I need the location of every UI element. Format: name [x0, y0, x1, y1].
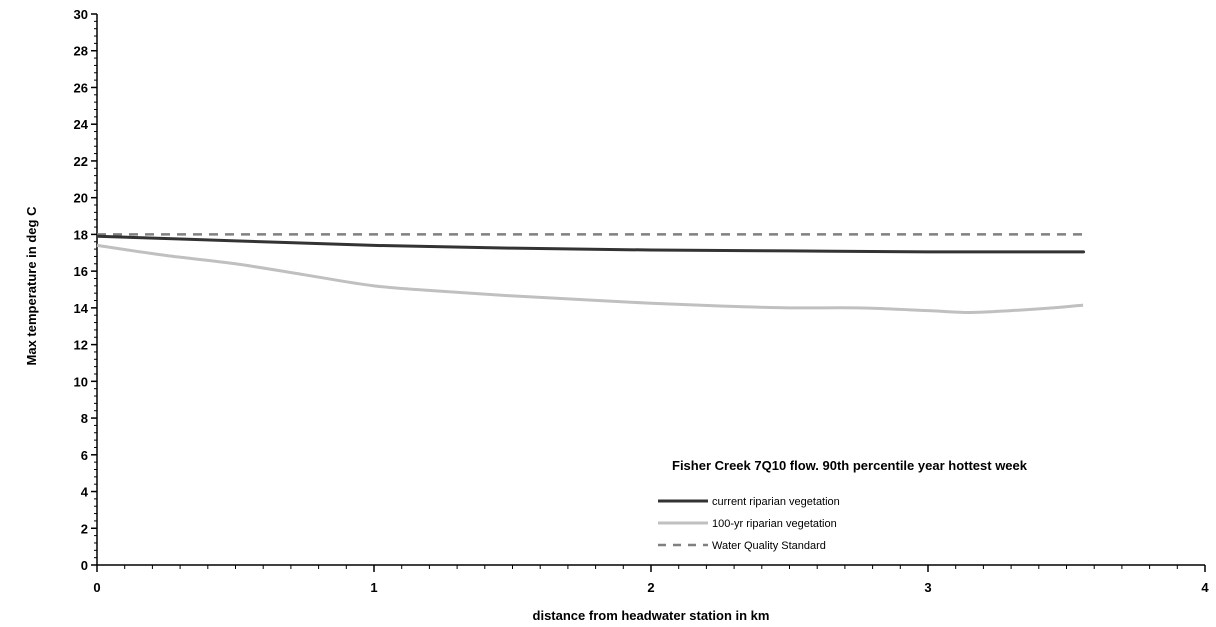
x-tick-label: 1	[370, 580, 377, 595]
y-tick-label: 10	[74, 374, 88, 389]
y-tick-label: 6	[81, 448, 88, 463]
y-tick-label: 14	[74, 301, 89, 316]
y-tick-label: 30	[74, 7, 88, 22]
x-tick-label: 0	[93, 580, 100, 595]
y-tick-label: 2	[81, 521, 88, 536]
series-line-1	[96, 243, 1084, 314]
y-tick-label: 8	[81, 411, 88, 426]
y-major-ticks	[91, 13, 97, 566]
y-tick-label: 20	[74, 191, 88, 206]
y-tick-label: 4	[81, 485, 89, 500]
legend-items: current riparian vegetation 100-yr ripari…	[658, 496, 840, 552]
y-tick-label: 24	[74, 117, 89, 132]
x-major-ticks	[96, 565, 1206, 572]
y-tick-label: 0	[81, 558, 88, 573]
y-axis-title: Max temperature in deg C	[24, 206, 39, 366]
series-group	[96, 233, 1085, 314]
y-tick-label: 22	[74, 154, 88, 169]
x-tick-label: 2	[647, 580, 654, 595]
x-tick-labels: 0 1 2 3 4	[93, 580, 1209, 595]
legend-title: Fisher Creek 7Q10 flow. 90th percentile …	[672, 458, 1028, 473]
y-tick-label: 26	[74, 80, 88, 95]
x-axis-title: distance from headwater station in km	[533, 608, 770, 623]
x-tick-label: 3	[924, 580, 931, 595]
legend: Fisher Creek 7Q10 flow. 90th percentile …	[658, 458, 1028, 552]
y-tick-label: 12	[74, 338, 88, 353]
legend-label-1: 100-yr riparian vegetation	[712, 518, 837, 530]
x-tick-label: 4	[1201, 580, 1209, 595]
legend-label-2: Water Quality Standard	[712, 540, 826, 552]
y-tick-label: 16	[74, 264, 88, 279]
y-tick-label: 18	[74, 227, 88, 242]
legend-label-0: current riparian vegetation	[712, 496, 840, 508]
series-line-0	[96, 234, 1085, 254]
y-tick-label: 28	[74, 44, 88, 59]
